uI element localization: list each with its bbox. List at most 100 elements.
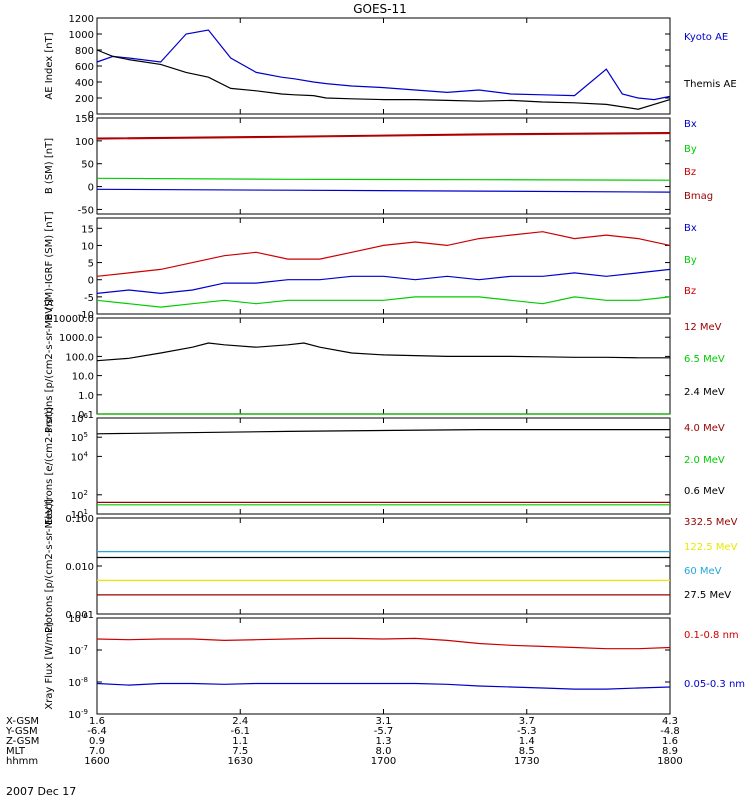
series-line-bz — [96, 231, 671, 277]
y-tick-label: 0 — [88, 183, 94, 194]
y-tick-label: 0.001 — [65, 610, 94, 621]
x-tick-value: 1730 — [514, 756, 539, 767]
y-tick-label: 5 — [88, 259, 94, 270]
y-axis-label: Electrons [e/(cm2-s-sr)] — [44, 407, 55, 525]
x-tick-value: 8.9 — [662, 746, 678, 757]
x-tick-value: -4.8 — [660, 726, 680, 737]
legend-entry: By — [684, 144, 697, 155]
x-tick-value: 0.9 — [89, 736, 105, 747]
y-axis-label: Protons [p/(cm2-s-sr-MeV)] — [44, 499, 55, 633]
y-tick-label: 150 — [75, 114, 94, 125]
series-line-0-05-0-3-nm — [96, 682, 671, 690]
y-tick-label: 100.0 — [65, 352, 94, 363]
panel-bsm: -50 0 50 100 150 B (SM) [nT] Bx By Bz Bmag — [44, 114, 713, 216]
legend-entry: 2.4 MeV — [684, 387, 725, 398]
y-axis-label: Xray Flux [W/m2] — [44, 622, 55, 709]
series-line-by — [96, 296, 671, 308]
y-tick-label: 0.010 — [65, 562, 94, 573]
legend-entry: 0.05-0.3 nm — [684, 679, 745, 690]
panel-frame — [96, 117, 671, 215]
y-tick-label: 105 — [71, 431, 88, 444]
y-tick-label: 800 — [75, 46, 94, 57]
y-tick-label: 10.0 — [72, 372, 94, 383]
legend-entry: 4.0 MeV — [684, 423, 725, 434]
y-tick-label: 600 — [75, 62, 94, 73]
y-tick-label: 102 — [71, 489, 88, 502]
y-axis-label: Protons [p/(cm2-s-sr-MeV)] — [44, 299, 55, 433]
y-tick-label: -5 — [84, 293, 94, 304]
legend-entry: 6.5 MeV — [684, 354, 725, 365]
y-tick-label: 101 — [71, 508, 88, 521]
x-row-label: Z-GSM — [6, 736, 39, 747]
x-tick-value: -5.7 — [374, 726, 394, 737]
series-line-0-6-mev — [96, 429, 670, 435]
y-tick-label: 0 — [88, 276, 94, 287]
x-tick-value: 7.5 — [232, 746, 248, 757]
panel-frame — [96, 617, 671, 715]
y-tick-label: 100 — [75, 137, 94, 148]
series-line-0-1-0-8-nm — [96, 637, 671, 650]
series-line-bmag — [96, 132, 671, 139]
series-line-bx — [96, 188, 671, 193]
x-tick-value: 4.3 — [662, 716, 678, 727]
x-tick-value: 8.0 — [376, 746, 392, 757]
series-line-2-4-mev — [96, 342, 670, 362]
x-row-label: Y-GSM — [5, 726, 38, 737]
y-tick-label: 10-9 — [68, 708, 88, 721]
legend-entry: Themis AE — [683, 79, 737, 90]
y-tick-label: 10-7 — [68, 644, 88, 657]
y-tick-label: 10000.0 — [53, 314, 94, 325]
y-tick-label: 10-6 — [68, 612, 88, 625]
y-tick-label: 10-8 — [68, 676, 88, 689]
legend-entry: 122.5 MeV — [684, 542, 738, 553]
legend-entry: Bz — [684, 167, 696, 178]
y-tick-label: 104 — [71, 450, 89, 463]
x-tick-value: 8.5 — [519, 746, 535, 757]
panel-electrons: 101 102 104 105 106 Electrons [e/(cm2-s-sr)] 4… — [44, 407, 725, 525]
x-tick-value: 3.7 — [519, 716, 535, 727]
panel-ae: 0 200 400 600 800 1000 1200 AE Index [nT] Kyoto … — [44, 14, 737, 121]
y-tick-label: 1000 — [69, 30, 94, 41]
series-line-themis-ae — [96, 49, 671, 110]
x-tick-value: -6.4 — [87, 726, 107, 737]
legend-entry: 60 MeV — [684, 566, 722, 577]
x-tick-value: 1.4 — [519, 736, 535, 747]
chart-title: GOES-11 — [353, 2, 407, 16]
x-tick-value: 1.1 — [232, 736, 248, 747]
series-line-bz — [96, 132, 671, 140]
legend-entry: Bx — [684, 119, 697, 130]
series-line-by — [96, 177, 671, 181]
x-tick-value: -5.3 — [517, 726, 537, 737]
legend-entry: 0.6 MeV — [684, 486, 725, 497]
y-tick-label: 106 — [71, 412, 89, 425]
panel-bdiff: -10 -5 0 5 10 15 B (SM)-IGRF (SM) [nT] Bx By Bz — [44, 211, 697, 321]
legend-entry: By — [684, 255, 697, 266]
y-tick-label: 0.100 — [65, 514, 94, 525]
y-tick-label: 0 — [88, 110, 94, 121]
panel-protons_lo: 0.001 0.010 0.100 Protons [p/(cm2-s-sr-MeV)… — [44, 499, 738, 633]
panel-xray: 10-9 10-8 10-7 10-6 Xray Flux [W/m2] 0.1-0.8 … — [44, 612, 745, 721]
panel-frame — [96, 517, 671, 615]
y-tick-label: 50 — [81, 160, 94, 171]
x-row-label: X-GSM — [6, 716, 39, 727]
legend-entry: 2.0 MeV — [684, 455, 725, 466]
series-line-kyoto-ae — [96, 29, 671, 101]
legend-entry: 0.1-0.8 nm — [684, 630, 739, 641]
legend-entry: Bz — [684, 286, 696, 297]
legend-entry: Kyoto AE — [684, 32, 728, 43]
legend-entry: 12 MeV — [684, 322, 722, 333]
x-tick-value: 1800 — [657, 756, 682, 767]
x-tick-value: -6.1 — [230, 726, 250, 737]
y-tick-label: 1000.0 — [59, 333, 94, 344]
x-tick-value: 2.4 — [232, 716, 248, 727]
x-tick-value: 1.6 — [89, 716, 105, 727]
x-row-label: hhmm — [6, 756, 38, 767]
y-tick-label: 15 — [81, 224, 94, 235]
legend-entry: 332.5 MeV — [684, 517, 738, 528]
y-tick-label: 1200 — [69, 14, 94, 25]
y-tick-label: 0.1 — [78, 410, 94, 421]
panel-frame — [96, 317, 671, 415]
y-axis-label: B (SM)-IGRF (SM) [nT] — [44, 211, 55, 320]
